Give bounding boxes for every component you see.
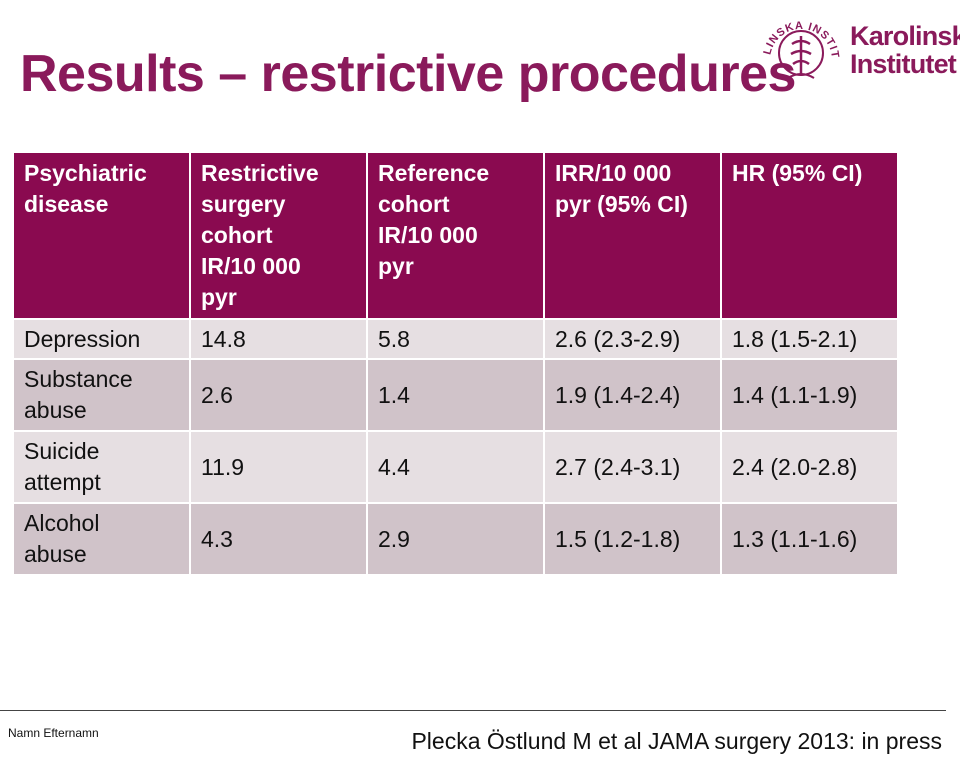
header-reference-cohort: Reference cohort IR/10 000 pyr <box>367 153 545 320</box>
disease-line: abuse <box>24 541 87 567</box>
citation: Plecka Östlund M et al JAMA surgery 2013… <box>411 728 942 754</box>
logo-name-line2: Institutet <box>850 49 957 79</box>
header-irr: IRR/10 000 pyr (95% CI) <box>544 153 722 320</box>
cell-disease: Alcohol abuse <box>14 503 191 576</box>
header-line: disease <box>24 191 109 217</box>
cell-restrictive-ir: 11.9 <box>190 431 368 504</box>
cell-reference-ir: 4.4 <box>367 431 545 504</box>
cell-irr: 1.9 (1.4-2.4) <box>544 359 722 432</box>
cell-restrictive-ir: 2.6 <box>190 359 368 432</box>
cell-disease: Suicide attempt <box>14 431 191 504</box>
cell-disease: Depression <box>14 319 191 360</box>
slide-title: Results – restrictive procedures <box>20 45 796 103</box>
footer-divider <box>0 710 946 711</box>
cell-hr: 2.4 (2.0-2.8) <box>721 431 899 504</box>
header-line: Reference <box>378 160 490 186</box>
header-line: pyr <box>201 284 237 310</box>
disease-line: Substance <box>24 366 133 392</box>
table-row-depression: Depression 14.8 5.8 2.6 (2.3-2.9) 1.8 (1… <box>14 319 899 360</box>
disease-line: abuse <box>24 397 87 423</box>
header-line: cohort <box>201 222 273 248</box>
karolinska-logo: KAROLINSKA INSTITUTET Karolinska Institu… <box>758 8 960 106</box>
cell-reference-ir: 1.4 <box>367 359 545 432</box>
header-line: IR/10 000 <box>378 222 478 248</box>
cell-restrictive-ir: 14.8 <box>190 319 368 360</box>
presenter-name: Namn Efternamn <box>8 726 99 740</box>
cell-reference-ir: 5.8 <box>367 319 545 360</box>
disease-line: Depression <box>24 325 141 352</box>
header-line: IR/10 000 <box>201 253 301 279</box>
cell-irr: 1.5 (1.2-1.8) <box>544 503 722 576</box>
header-line: surgery <box>201 191 286 217</box>
cell-restrictive-ir: 4.3 <box>190 503 368 576</box>
table-row-suicide-attempt: Suicide attempt 11.9 4.4 2.7 (2.4-3.1) 2… <box>14 431 899 504</box>
header-line: cohort <box>378 191 450 217</box>
cell-hr: 1.4 (1.1-1.9) <box>721 359 899 432</box>
disease-line: Alcohol <box>24 510 100 536</box>
header-line: pyr <box>378 253 414 279</box>
header-restrictive-surgery-cohort: Restrictive surgery cohort IR/10 000 pyr <box>190 153 368 320</box>
karolinska-seal-icon: KAROLINSKA INSTITUTET <box>758 8 840 79</box>
header-hr: HR (95% CI) <box>721 153 899 320</box>
logo-name-line1: Karolinska <box>850 21 960 51</box>
table-row-substance-abuse: Substance abuse 2.6 1.4 1.9 (1.4-2.4) 1.… <box>14 359 899 432</box>
cell-irr: 2.6 (2.3-2.9) <box>544 319 722 360</box>
cell-disease: Substance abuse <box>14 359 191 432</box>
results-table: Psychiatric disease Restrictive surgery … <box>14 153 899 576</box>
cell-irr: 2.7 (2.4-3.1) <box>544 431 722 504</box>
header-line: Psychiatric <box>24 160 147 186</box>
header-psychiatric-disease: Psychiatric disease <box>14 153 191 320</box>
header-line: Restrictive <box>201 160 319 186</box>
table-row-alcohol-abuse: Alcohol abuse 4.3 2.9 1.5 (1.2-1.8) 1.3 … <box>14 503 899 576</box>
table-header-row: Psychiatric disease Restrictive surgery … <box>14 153 899 320</box>
cell-hr: 1.3 (1.1-1.6) <box>721 503 899 576</box>
header-line: IRR/10 000 <box>555 160 672 186</box>
disease-line: attempt <box>24 469 101 495</box>
cell-hr: 1.8 (1.5-2.1) <box>721 319 899 360</box>
header-line: HR (95% CI) <box>732 160 863 186</box>
disease-line: Suicide <box>24 438 100 464</box>
header-line: pyr (95% CI) <box>555 191 688 217</box>
cell-reference-ir: 2.9 <box>367 503 545 576</box>
